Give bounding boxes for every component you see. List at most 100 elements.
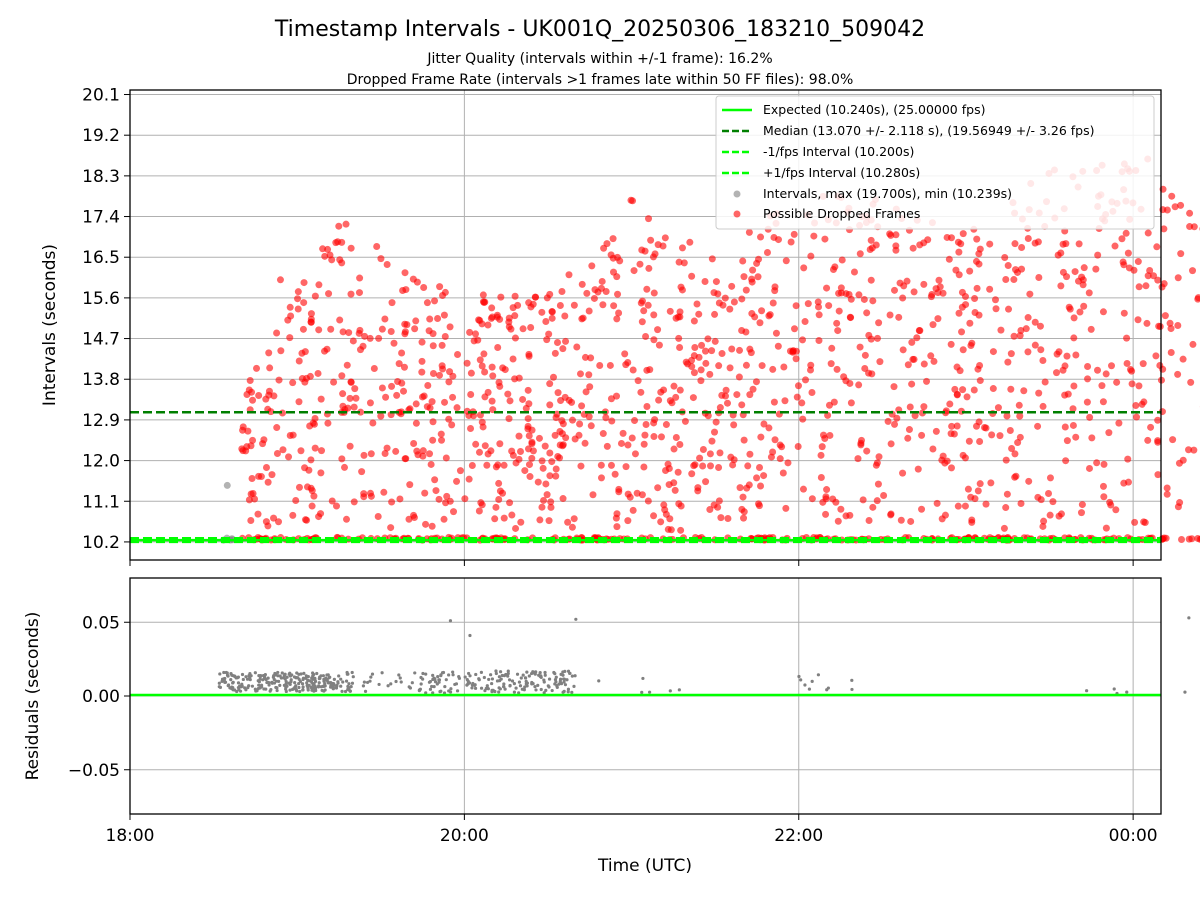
dropped-frame-point xyxy=(542,443,549,450)
residual-point xyxy=(497,690,500,693)
dropped-frame-point xyxy=(426,450,433,457)
residual-point xyxy=(257,687,260,690)
dropped-frame-point xyxy=(696,455,703,462)
dropped-frame-point xyxy=(546,380,553,387)
residual-point xyxy=(329,686,332,689)
dropped-frame-point xyxy=(934,500,941,507)
dropped-frame-point xyxy=(865,332,872,339)
residual-point xyxy=(298,690,301,693)
dropped-frame-point xyxy=(285,453,292,460)
dropped-frame-point xyxy=(954,423,961,430)
dropped-frame-point xyxy=(517,519,524,526)
dropped-frame-point xyxy=(324,346,331,353)
dropped-frame-point xyxy=(873,462,880,469)
dropped-frame-point xyxy=(540,497,547,504)
residual-point xyxy=(324,684,327,687)
dropped-frame-point xyxy=(571,302,578,309)
dropped-frame-point xyxy=(1093,459,1100,466)
dropped-frame-point xyxy=(1159,284,1166,291)
residual-point xyxy=(669,689,672,692)
dropped-frame-point xyxy=(972,309,979,316)
dropped-frame-point xyxy=(891,421,898,428)
dropped-frame-point xyxy=(954,364,961,371)
dropped-frame-point xyxy=(743,485,750,492)
dropped-frame-point xyxy=(923,378,930,385)
dropped-frame-point xyxy=(549,315,556,322)
dropped-frame-point xyxy=(756,502,763,509)
dropped-frame-point xyxy=(771,399,778,406)
dropped-frame-point xyxy=(831,263,838,270)
dropped-frame-point xyxy=(360,452,367,459)
residual-point xyxy=(850,679,853,682)
dropped-frame-point xyxy=(702,278,709,285)
dropped-frame-point xyxy=(497,488,504,495)
residuals-panel: 0.050.00−0.05 18:0020:0022:0000:0002:000… xyxy=(23,578,1200,876)
dropped-frame-point xyxy=(656,342,663,349)
dropped-frame-point xyxy=(974,285,981,292)
dropped-frame-point xyxy=(658,433,665,440)
residual-point xyxy=(1085,689,1088,692)
dropped-frame-point xyxy=(900,346,907,353)
x-tick-label: 18:00 xyxy=(106,826,155,846)
dropped-frame-point xyxy=(1057,250,1064,257)
dropped-frame-point xyxy=(569,524,576,531)
dropped-frame-point xyxy=(339,390,346,397)
residual-point xyxy=(233,674,236,677)
residual-point xyxy=(456,689,459,692)
dropped-frame-point xyxy=(610,235,617,242)
dropped-frame-point xyxy=(422,521,429,528)
residual-outlier-point xyxy=(1187,616,1190,619)
dropped-frame-point xyxy=(983,501,990,508)
intervals-tick-label: 16.5 xyxy=(82,248,120,268)
dropped-frame-point xyxy=(861,296,868,303)
dropped-frame-point xyxy=(343,516,350,523)
dropped-frame-point xyxy=(624,442,631,449)
dropped-frame-point xyxy=(782,505,789,512)
residual-point xyxy=(477,677,480,680)
dropped-frame-point xyxy=(724,400,731,407)
dropped-frame-point xyxy=(865,370,872,377)
residual-point xyxy=(340,690,343,693)
dropped-frame-point xyxy=(691,344,698,351)
dropped-frame-point xyxy=(512,525,519,532)
dropped-frame-point xyxy=(1131,519,1138,526)
residual-point xyxy=(290,673,293,676)
dropped-frame-point xyxy=(960,230,967,237)
dropped-frame-point xyxy=(356,289,363,296)
dropped-frame-point xyxy=(670,383,677,390)
dropped-frame-point xyxy=(388,498,395,505)
dropped-frame-point xyxy=(822,511,829,518)
dropped-frame-point xyxy=(873,242,880,249)
dropped-frame-point xyxy=(854,455,861,462)
dropped-frame-point xyxy=(858,437,865,444)
dropped-frame-point xyxy=(645,265,652,272)
dropped-frame-point xyxy=(959,386,966,393)
dropped-frame-point xyxy=(965,486,972,493)
dropped-frame-point xyxy=(977,480,984,487)
residual-point xyxy=(429,688,432,691)
dropped-frame-point xyxy=(702,360,709,367)
residual-point xyxy=(498,675,501,678)
dropped-frame-point xyxy=(855,381,862,388)
residual-point xyxy=(451,670,454,673)
dropped-frame-point xyxy=(916,327,923,334)
dropped-frame-point xyxy=(348,245,355,252)
residual-point xyxy=(487,687,490,690)
residual-point xyxy=(519,684,522,687)
residual-point xyxy=(556,686,559,689)
residual-point xyxy=(226,674,229,677)
dropped-frame-point xyxy=(328,256,335,263)
dropped-frame-point xyxy=(757,483,764,490)
dropped-frame-point xyxy=(1012,266,1019,273)
residual-outlier-point xyxy=(449,619,452,622)
dropped-frame-point xyxy=(798,399,805,406)
dropped-frame-point xyxy=(753,474,760,481)
dropped-frame-point xyxy=(815,303,822,310)
residual-outlier-point xyxy=(468,634,471,637)
dropped-frame-point xyxy=(891,383,898,390)
residual-point xyxy=(471,683,474,686)
dropped-frame-point xyxy=(511,375,518,382)
dropped-frame-point xyxy=(857,250,864,257)
residual-point xyxy=(508,678,511,681)
dropped-frame-point xyxy=(1076,309,1083,316)
